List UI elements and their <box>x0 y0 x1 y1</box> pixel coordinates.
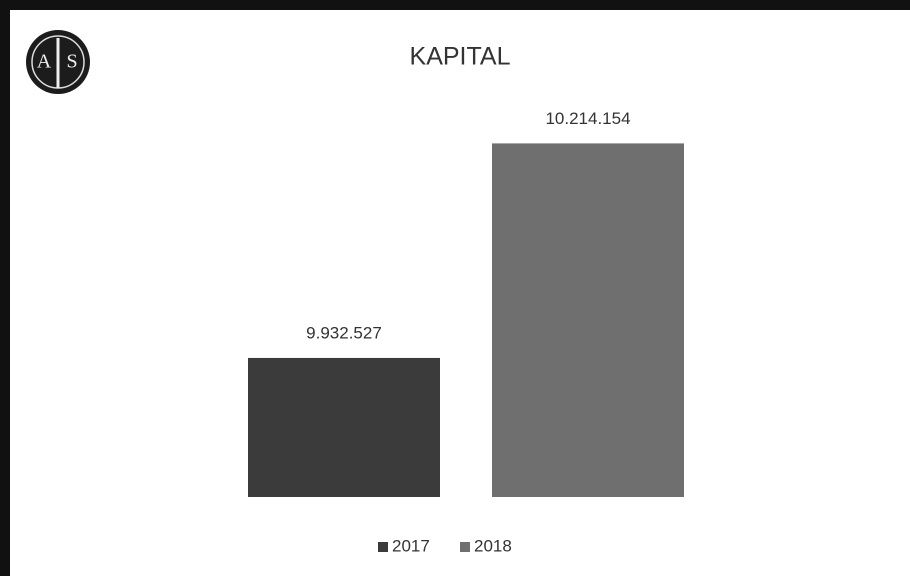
data-label: 9.932.527 <box>306 323 382 342</box>
logo: A S <box>26 30 90 94</box>
data-label: 10.214.154 <box>545 109 630 128</box>
chart-title: KAPITAL <box>410 43 511 71</box>
legend-label: 2018 <box>474 536 512 555</box>
logo-letter: A <box>37 51 52 73</box>
logo-letter: S <box>66 51 77 73</box>
legend-label: 2017 <box>392 536 430 555</box>
bar <box>248 357 440 497</box>
legend-swatch <box>378 542 388 552</box>
legend-swatch <box>460 542 470 552</box>
bar <box>492 143 684 497</box>
